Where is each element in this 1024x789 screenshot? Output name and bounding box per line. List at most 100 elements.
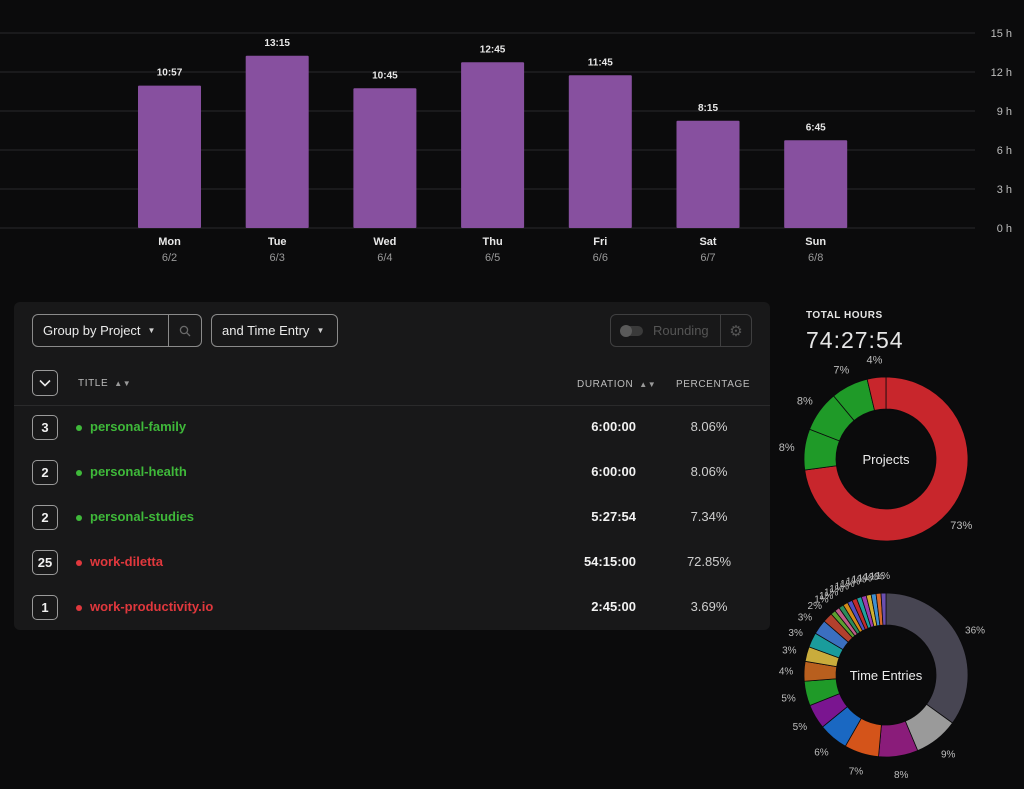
day-bar[interactable]: [568, 75, 632, 228]
entry-count-badge[interactable]: 1: [32, 595, 58, 620]
slice-percent-label: 1%: [864, 572, 879, 583]
sub-group-label: and Time Entry: [222, 323, 310, 338]
date-label: 6/8: [808, 252, 823, 264]
project-color-dot: [76, 560, 82, 566]
project-name: personal-studies: [90, 509, 195, 524]
day-bar[interactable]: [245, 55, 309, 228]
bar-value-label: 10:45: [372, 70, 398, 81]
slice-percent-label: 1%: [829, 584, 844, 595]
slice-percent-label: 1%: [835, 581, 850, 592]
rounding-settings-button[interactable]: ⚙: [720, 314, 752, 347]
duration-header-label: DURATION: [577, 379, 634, 390]
donut-slice[interactable]: [880, 592, 887, 626]
day-label: Thu: [483, 236, 503, 248]
table-header: TITLE ▲▼ DURATION ▲▼ PERCENTAGE: [14, 368, 770, 406]
y-tick-label: 15 h: [991, 28, 1012, 40]
entry-count-badge[interactable]: 25: [32, 550, 58, 575]
project-color-dot: [76, 605, 82, 611]
date-label: 6/6: [593, 252, 608, 264]
expand-all-button[interactable]: [32, 370, 58, 396]
slice-percent-label: 1%: [840, 579, 855, 590]
duration-column-header[interactable]: DURATION ▲▼: [577, 379, 656, 390]
project-name: work-productivity.io: [90, 599, 214, 614]
chevron-down-icon: [39, 379, 51, 387]
row-percentage: 72.85%: [686, 554, 732, 569]
table-row[interactable]: 1 work-productivity.io 2:45:00 3.69%: [14, 585, 770, 630]
slice-percent-label: 1%: [858, 573, 873, 584]
project-name: personal-health: [90, 464, 187, 479]
slice-percent-label: 5%: [781, 694, 796, 705]
donut-slice[interactable]: [885, 592, 969, 724]
day-bar[interactable]: [784, 140, 848, 228]
date-label: 6/2: [162, 252, 177, 264]
day-bar[interactable]: [676, 120, 740, 228]
breakdown-toolbar: Group by Project ▼ and Time Entry ▼ Roun…: [32, 314, 752, 348]
slice-percent-label: 1%: [852, 575, 867, 586]
slice-percent-label: 7%: [833, 365, 849, 377]
project-name: work-diletta: [90, 554, 163, 569]
date-label: 6/7: [700, 252, 715, 264]
breakdown-panel: Group by Project ▼ and Time Entry ▼ Roun…: [14, 302, 770, 630]
projects-donut-title: Projects: [863, 452, 910, 467]
date-label: 6/4: [377, 252, 392, 264]
sort-icon[interactable]: ▲▼: [114, 379, 132, 388]
slice-percent-label: 3%: [782, 645, 797, 656]
day-bar[interactable]: [353, 88, 417, 228]
toggle-switch-icon: [620, 324, 643, 337]
slice-percent-label: 4%: [779, 666, 794, 677]
donut-slice[interactable]: [866, 376, 887, 411]
row-duration: 54:15:00: [583, 554, 636, 569]
table-row[interactable]: 3 personal-family 6:00:00 8.06%: [14, 405, 770, 450]
table-row[interactable]: 2 personal-health 6:00:00 8.06%: [14, 450, 770, 495]
slice-percent-label: 1%: [876, 571, 891, 582]
bar-value-label: 10:57: [157, 68, 183, 79]
slice-percent-label: 3%: [788, 628, 803, 639]
row-percentage: 8.06%: [690, 419, 728, 434]
search-button[interactable]: [168, 314, 202, 347]
row-duration: 6:00:00: [591, 464, 636, 479]
y-tick-label: 6 h: [997, 145, 1012, 157]
slice-percent-label: 6%: [814, 747, 829, 758]
slice-percent-label: 7%: [849, 766, 864, 777]
y-tick-label: 12 h: [991, 67, 1012, 79]
slice-percent-label: 1%: [846, 577, 861, 588]
entry-count-badge[interactable]: 2: [32, 460, 58, 485]
bar-value-label: 6:45: [806, 122, 826, 133]
day-bar[interactable]: [138, 85, 201, 229]
project-color-dot: [76, 470, 82, 476]
time-entries-donut-title: Time Entries: [850, 668, 923, 683]
sort-icon[interactable]: ▲▼: [639, 380, 657, 389]
slice-percent-label: 9%: [941, 749, 956, 760]
project-name: personal-family: [90, 419, 187, 434]
day-label: Wed: [373, 236, 396, 248]
entry-count-badge[interactable]: 3: [32, 415, 58, 440]
slice-percent-label: 5%: [793, 722, 808, 733]
title-column-header[interactable]: TITLE ▲▼: [78, 378, 131, 389]
total-hours-label: TOTAL HOURS: [806, 310, 883, 321]
sub-group-select[interactable]: and Time Entry ▼: [211, 314, 338, 347]
table-row[interactable]: 25 work-diletta 54:15:00 72.85%: [14, 540, 770, 585]
bar-value-label: 8:15: [698, 103, 718, 114]
slice-percent-label: 1%: [824, 587, 839, 598]
search-icon: [179, 325, 191, 336]
table-row[interactable]: 2 personal-studies 5:27:54 7.34%: [14, 495, 770, 540]
time-entries-donut-chart: 36%9%8%7%6%5%5%4%3%3%3%2%1%1%1%1%1%1%1%1…: [779, 571, 985, 781]
row-duration: 2:45:00: [591, 599, 636, 614]
date-label: 6/3: [270, 252, 285, 264]
percentage-column-header: PERCENTAGE: [676, 379, 750, 390]
slice-percent-label: 8%: [797, 396, 813, 408]
day-label: Sun: [805, 236, 826, 248]
slice-percent-label: 1%: [814, 595, 829, 606]
bar-value-label: 11:45: [588, 57, 613, 68]
slice-percent-label: 36%: [965, 625, 985, 636]
slice-percent-label: 4%: [866, 356, 882, 367]
day-bar[interactable]: [461, 62, 525, 228]
donut-slice[interactable]: [804, 376, 969, 542]
row-percentage: 3.69%: [690, 599, 728, 614]
row-duration: 6:00:00: [591, 419, 636, 434]
entry-count-badge[interactable]: 2: [32, 505, 58, 530]
y-tick-label: 9 h: [997, 106, 1012, 118]
group-by-select[interactable]: Group by Project ▼: [32, 314, 169, 347]
projects-donut-chart: 73% 8% 8% 7% 4% Projects: [779, 356, 973, 542]
rounding-toggle[interactable]: Rounding: [610, 314, 721, 347]
